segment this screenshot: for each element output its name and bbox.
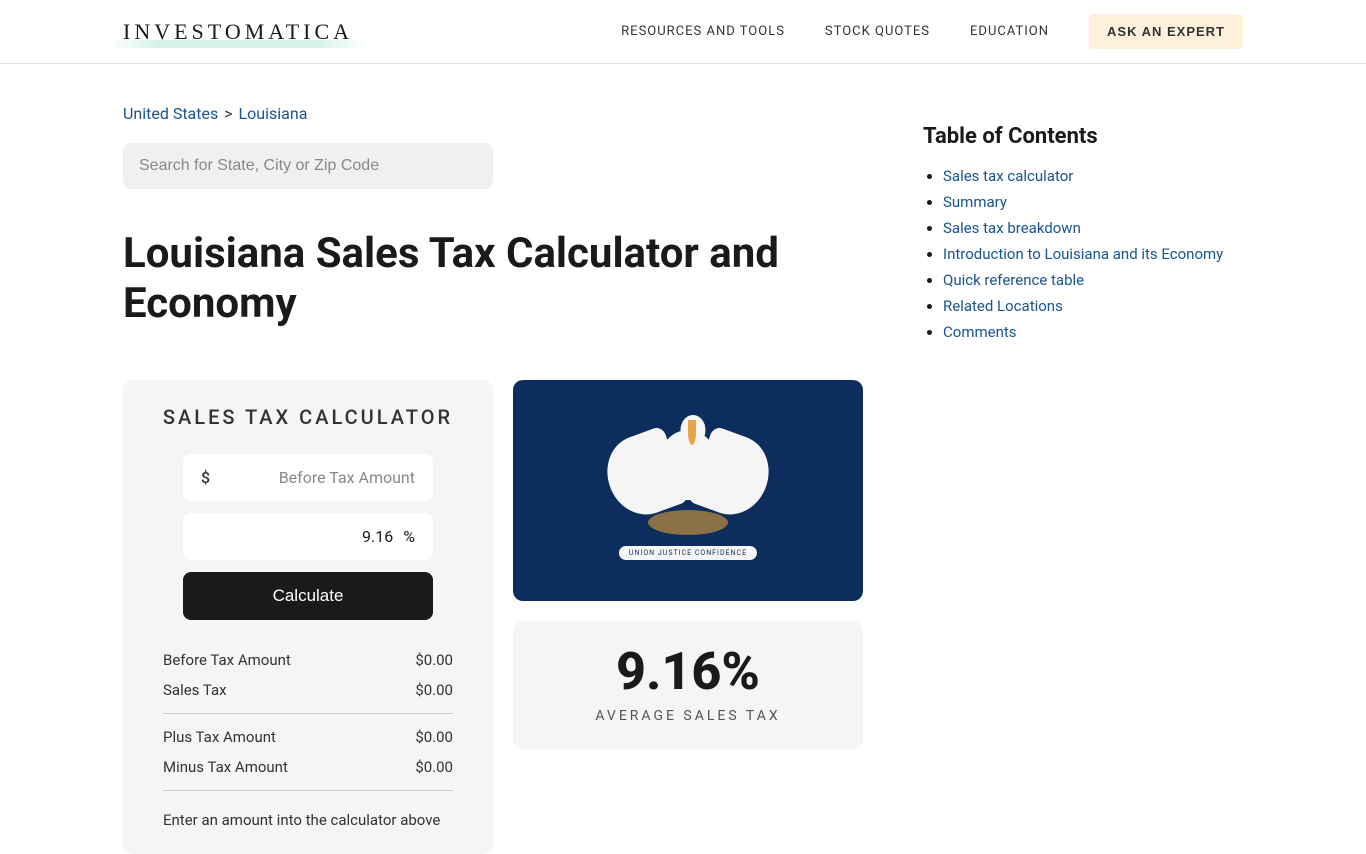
calculator-title: SALES TAX CALCULATOR bbox=[143, 405, 473, 429]
amount-input-group[interactable]: $ Before Tax Amount bbox=[183, 454, 433, 501]
amount-placeholder: Before Tax Amount bbox=[279, 468, 415, 487]
sales-tax-label: Sales Tax bbox=[163, 681, 227, 699]
minus-tax-value: $0.00 bbox=[415, 758, 453, 776]
toc-link-breakdown[interactable]: Sales tax breakdown bbox=[943, 219, 1081, 237]
plus-tax-label: Plus Tax Amount bbox=[163, 728, 276, 746]
before-tax-value: $0.00 bbox=[415, 651, 453, 669]
toc-title: Table of Contents bbox=[923, 124, 1243, 149]
nav-stock-quotes[interactable]: STOCK QUOTES bbox=[825, 24, 930, 39]
ask-expert-button[interactable]: ASK AN EXPERT bbox=[1089, 14, 1243, 49]
before-tax-label: Before Tax Amount bbox=[163, 651, 291, 669]
calculator-row: SALES TAX CALCULATOR $ Before Tax Amount… bbox=[123, 380, 863, 854]
breadcrumb-state[interactable]: Louisiana bbox=[239, 104, 308, 123]
nav-education[interactable]: EDUCATION bbox=[970, 24, 1049, 39]
toc-link-comments[interactable]: Comments bbox=[943, 323, 1017, 341]
search-input[interactable] bbox=[123, 143, 493, 189]
logo[interactable]: INVESTOMATICA bbox=[123, 19, 353, 45]
minus-tax-label: Minus Tax Amount bbox=[163, 758, 288, 776]
currency-symbol: $ bbox=[201, 468, 210, 487]
toc-link-calculator[interactable]: Sales tax calculator bbox=[943, 167, 1073, 185]
toc-list: Sales tax calculator Summary Sales tax b… bbox=[923, 167, 1243, 341]
pelican-icon: UNION JUSTICE CONFIDENCE bbox=[598, 410, 778, 570]
rate-value: 9.16 bbox=[362, 527, 393, 546]
sales-tax-value: $0.00 bbox=[415, 681, 453, 699]
calculator-card: SALES TAX CALCULATOR $ Before Tax Amount… bbox=[123, 380, 493, 854]
sidebar: Table of Contents Sales tax calculator S… bbox=[923, 104, 1243, 854]
toc-link-intro[interactable]: Introduction to Louisiana and its Econom… bbox=[943, 245, 1223, 263]
result-minus-tax: Minus Tax Amount $0.00 bbox=[143, 752, 473, 782]
stat-label: AVERAGE SALES TAX bbox=[538, 708, 838, 724]
breadcrumb-country[interactable]: United States bbox=[123, 104, 218, 123]
result-divider bbox=[163, 713, 453, 714]
main-container: United States > Louisiana Louisiana Sale… bbox=[0, 64, 1366, 854]
right-column: UNION JUSTICE CONFIDENCE 9.16% AVERAGE S… bbox=[513, 380, 863, 854]
plus-tax-value: $0.00 bbox=[415, 728, 453, 746]
flag-motto: UNION JUSTICE CONFIDENCE bbox=[619, 546, 757, 560]
breadcrumb-separator: > bbox=[224, 104, 232, 123]
stat-card: 9.16% AVERAGE SALES TAX bbox=[513, 621, 863, 749]
site-header: INVESTOMATICA RESOURCES AND TOOLS STOCK … bbox=[0, 0, 1366, 64]
stat-value: 9.16% bbox=[538, 646, 838, 698]
result-before-tax: Before Tax Amount $0.00 bbox=[143, 645, 473, 675]
result-plus-tax: Plus Tax Amount $0.00 bbox=[143, 722, 473, 752]
toc-link-related[interactable]: Related Locations bbox=[943, 297, 1063, 315]
calculate-button[interactable]: Calculate bbox=[183, 572, 433, 620]
toc-link-reference[interactable]: Quick reference table bbox=[943, 271, 1084, 289]
rate-input-group[interactable]: 9.16 % bbox=[183, 513, 433, 560]
main-content: United States > Louisiana Louisiana Sale… bbox=[123, 104, 863, 854]
result-sales-tax: Sales Tax $0.00 bbox=[143, 675, 473, 705]
breadcrumb: United States > Louisiana bbox=[123, 104, 863, 123]
nav-resources[interactable]: RESOURCES AND TOOLS bbox=[621, 24, 785, 39]
toc-link-summary[interactable]: Summary bbox=[943, 193, 1007, 211]
main-nav: RESOURCES AND TOOLS STOCK QUOTES EDUCATI… bbox=[621, 14, 1243, 49]
calculator-note: Enter an amount into the calculator abov… bbox=[143, 799, 473, 829]
percent-symbol: % bbox=[403, 527, 415, 546]
page-title: Louisiana Sales Tax Calculator and Econo… bbox=[123, 229, 863, 330]
result-divider-2 bbox=[163, 790, 453, 791]
state-flag: UNION JUSTICE CONFIDENCE bbox=[513, 380, 863, 601]
